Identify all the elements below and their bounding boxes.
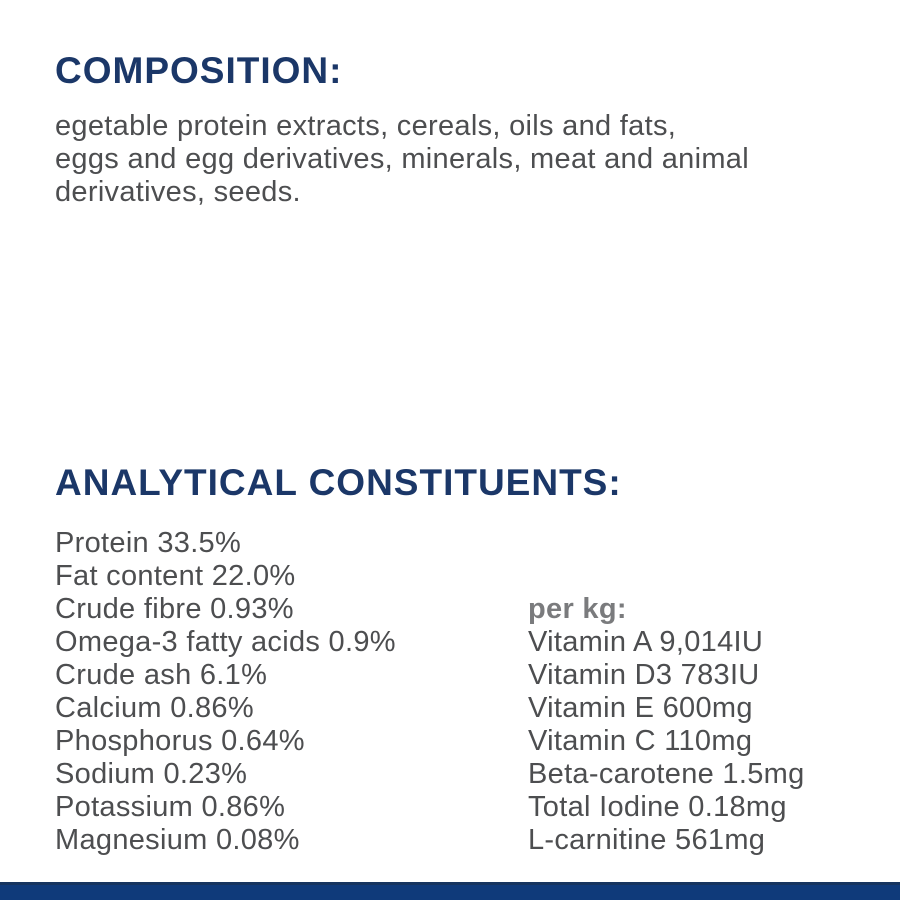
analytical-constituent-item: Magnesium 0.08% <box>55 824 300 856</box>
analytical-constituent-item: Protein 33.5% <box>55 527 242 559</box>
per-kg-item: Vitamin D3 783IU <box>528 659 760 691</box>
bottom-navy-bar <box>0 882 900 900</box>
analytical-constituent-item: Calcium 0.86% <box>55 692 254 724</box>
composition-text-line: eggs and egg derivatives, minerals, meat… <box>55 143 749 175</box>
per-kg-item: Beta-carotene 1.5mg <box>528 758 805 790</box>
per-kg-item: L-carnitine 561mg <box>528 824 766 856</box>
analytical-constituent-item: Sodium 0.23% <box>55 758 248 790</box>
analytical-constituent-item: Potassium 0.86% <box>55 791 286 823</box>
analytical-constituent-item: Crude ash 6.1% <box>55 659 268 691</box>
composition-heading: COMPOSITION: <box>55 50 343 91</box>
composition-text-line: egetable protein extracts, cereals, oils… <box>55 110 677 142</box>
per-kg-item: Total Iodine 0.18mg <box>528 791 787 823</box>
analytical-constituent-item: Phosphorus 0.64% <box>55 725 305 757</box>
per-kg-list: per kg: Vitamin A 9,014IU Vitamin D3 783I… <box>528 593 805 857</box>
analytical-constituents-heading: ANALYTICAL CONSTITUENTS: <box>55 462 622 503</box>
per-kg-item: Vitamin A 9,014IU <box>528 626 764 658</box>
composition-text-line: derivatives, seeds. <box>55 176 301 208</box>
per-kg-header: per kg: <box>528 593 627 625</box>
per-kg-item: Vitamin E 600mg <box>528 692 753 724</box>
analytical-constituent-item: Omega-3 fatty acids 0.9% <box>55 626 396 658</box>
per-kg-item: Vitamin C 110mg <box>528 725 753 757</box>
analytical-constituent-item: Fat content 22.0% <box>55 560 296 592</box>
analytical-constituents-list: Protein 33.5% Fat content 22.0% Crude fibr… <box>55 527 396 857</box>
per-kg-items: Vitamin A 9,014IU Vitamin D3 783IU Vitamin… <box>528 626 805 857</box>
analytical-constituent-item: Crude fibre 0.93% <box>55 593 294 625</box>
composition-text: egetable protein extracts, cereals, oils… <box>55 110 749 209</box>
